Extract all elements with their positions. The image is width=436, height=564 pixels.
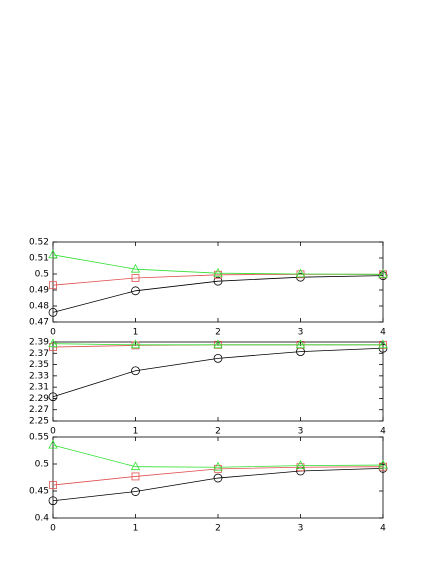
y-tick-label: 2.31	[29, 383, 49, 393]
x-tick-label: 4	[380, 328, 386, 338]
x-tick-label: 1	[133, 328, 139, 338]
point	[295, 268, 306, 278]
point	[49, 281, 57, 290]
y-tick-label: 0.47	[29, 318, 49, 328]
series-line	[52, 254, 384, 275]
point	[213, 473, 223, 483]
series-line	[52, 347, 384, 398]
x-tick-label: 1	[133, 427, 139, 437]
point	[213, 267, 223, 277]
y-tick-label: 2.33	[29, 371, 49, 381]
y-tick-label: 0.48	[29, 302, 49, 312]
series-line	[52, 275, 384, 313]
point	[131, 366, 140, 376]
y-tick-label: 2.29	[29, 394, 49, 404]
y-tick-label: 0.5	[35, 270, 49, 280]
point	[130, 263, 141, 273]
point	[48, 338, 58, 348]
plot-frame	[52, 436, 384, 519]
x-tick-label: 0	[50, 524, 56, 534]
y-tick-label: 2.37	[29, 349, 49, 359]
series-line	[52, 467, 384, 502]
y-tick-label: 0.52	[29, 238, 49, 248]
point	[131, 487, 140, 496]
point	[378, 268, 388, 278]
point	[378, 459, 388, 469]
point	[130, 461, 141, 471]
y-tick-label: 2.27	[29, 405, 49, 415]
point	[48, 496, 58, 506]
x-tick-label: 3	[298, 427, 304, 437]
point	[48, 307, 58, 317]
point	[131, 472, 140, 481]
point	[213, 276, 223, 286]
point	[48, 439, 58, 449]
point	[48, 249, 58, 259]
x-tick-label: 2	[215, 427, 221, 437]
point	[131, 286, 140, 296]
point	[130, 339, 141, 349]
y-tick-label: 2.25	[29, 417, 49, 427]
y-tick-label: 0.51	[29, 254, 49, 264]
x-tick-label: 0	[50, 328, 56, 338]
x-tick-label: 0	[50, 427, 56, 437]
series-line	[52, 343, 383, 346]
y-tick-label: 2.39	[29, 338, 49, 348]
x-tick-label: 3	[298, 524, 304, 534]
series-line	[52, 444, 384, 468]
point	[295, 339, 306, 349]
y-tick-label: 0.45	[29, 487, 49, 497]
point	[131, 274, 140, 282]
x-tick-label: 2	[215, 524, 221, 534]
point	[295, 460, 306, 470]
x-tick-label: 3	[298, 328, 304, 338]
point	[131, 341, 140, 350]
y-tick-label: 2.35	[29, 360, 49, 370]
x-tick-label: 4	[380, 427, 386, 437]
point	[48, 392, 58, 402]
plot-frame	[52, 241, 384, 323]
point	[213, 339, 223, 349]
point	[213, 461, 223, 471]
point	[213, 353, 223, 363]
y-tick-label: 0.49	[29, 286, 49, 296]
point	[49, 481, 57, 489]
y-tick-label: 0.55	[29, 433, 49, 443]
x-tick-label: 1	[133, 524, 139, 534]
point	[378, 271, 388, 281]
series-line	[52, 466, 384, 486]
y-tick-label: 0.4	[35, 514, 50, 524]
x-tick-label: 4	[380, 524, 386, 534]
y-tick-label: 0.5	[35, 460, 49, 470]
x-tick-label: 2	[215, 328, 221, 338]
point	[378, 339, 388, 349]
